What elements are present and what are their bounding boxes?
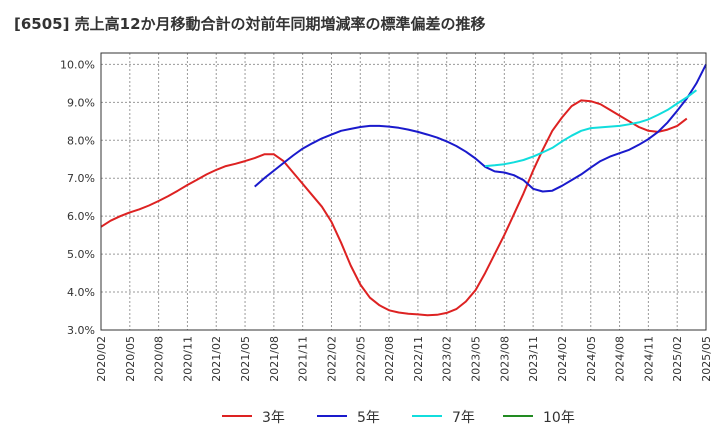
y-tick-label: 8.0% (67, 134, 95, 147)
x-tick-label: 2023/05 (470, 336, 483, 382)
x-tick-label: 2021/08 (268, 336, 281, 382)
axes (100, 52, 707, 331)
x-tick-label: 2022/11 (412, 336, 425, 382)
x-tick-label: 2022/08 (383, 336, 396, 382)
x-tick-labels: 2020/02 2020/05 2020/08 2020/11 2021/02 2021/… (95, 336, 713, 382)
legend-swatch-10y (503, 415, 533, 417)
plot-frame (100, 52, 707, 331)
y-tick-label: 4.0% (67, 286, 95, 299)
legend-label-7y: 7年 (452, 410, 475, 426)
legend-swatch-7y (412, 415, 442, 417)
x-tick-label: 2024/08 (614, 336, 627, 382)
x-tick-label: 2024/11 (642, 336, 655, 382)
legend-swatch-5y (317, 415, 347, 417)
legend-label-5y: 5年 (357, 410, 380, 426)
y-tick-label: 3.0% (67, 324, 95, 337)
x-tick-label: 2020/11 (181, 336, 194, 382)
y-tick-label: 6.0% (67, 210, 95, 223)
y-tick-label: 5.0% (67, 248, 95, 261)
x-tick-label: 2025/05 (700, 336, 713, 382)
x-tick-label: 2021/05 (239, 336, 252, 382)
x-tick-label: 2020/08 (153, 336, 166, 382)
x-tick-label: 2021/02 (210, 336, 223, 382)
y-tick-label: 7.0% (67, 172, 95, 185)
y-tick-label: 10.0% (60, 58, 95, 71)
x-tick-label: 2023/02 (441, 336, 454, 382)
y-tick-label: 9.0% (67, 96, 95, 109)
series-line-1 (254, 63, 707, 193)
x-tick-label: 2023/08 (498, 336, 511, 382)
x-tick-label: 2020/05 (124, 336, 137, 382)
x-tick-label: 2022/02 (325, 336, 338, 382)
x-tick-label: 2020/02 (95, 336, 108, 382)
x-tick-label: 2021/11 (297, 336, 310, 382)
legend: 3年 5年 7年 10年 (0, 404, 720, 428)
x-tick-label: 2022/05 (354, 336, 367, 382)
series-lines (100, 63, 707, 317)
y-tick-labels: 3.0% 4.0% 5.0% 6.0% 7.0% 8.0% 9.0% 10.0% (60, 58, 95, 337)
x-tick-label: 2025/02 (671, 336, 684, 382)
grid-lines (100, 53, 707, 331)
legend-label-3y: 3年 (262, 410, 285, 426)
series-line-2 (485, 89, 698, 168)
legend-swatch-3y (222, 415, 252, 417)
x-tick-label: 2024/02 (556, 336, 569, 382)
chart-title: [6505] 売上高12か月移動合計の対前年同期増減率の標準偏差の推移 (14, 15, 486, 33)
legend-label-10y: 10年 (543, 410, 575, 426)
x-tick-label: 2024/05 (585, 336, 598, 382)
x-tick-label: 2023/11 (527, 336, 540, 382)
series-line-0 (100, 99, 688, 317)
